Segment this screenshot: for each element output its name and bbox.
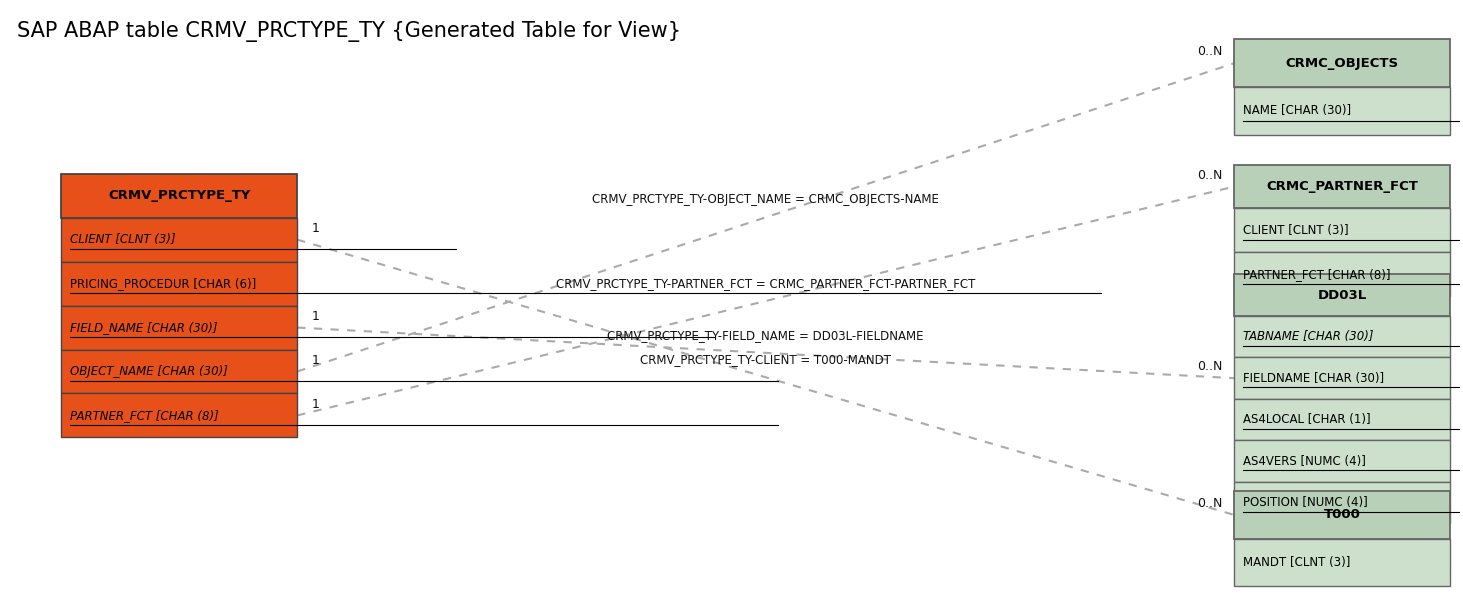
Text: CLIENT [CLNT (3)]: CLIENT [CLNT (3)] (70, 233, 176, 246)
Text: CRMV_PRCTYPE_TY-FIELD_NAME = DD03L-FIELDNAME: CRMV_PRCTYPE_TY-FIELD_NAME = DD03L-FIELD… (607, 329, 925, 342)
Text: PARTNER_FCT [CHAR (8)]: PARTNER_FCT [CHAR (8)] (70, 409, 218, 422)
FancyBboxPatch shape (1235, 87, 1450, 135)
Text: 0..N: 0..N (1197, 169, 1223, 182)
Text: PARTNER_FCT [CHAR (8)]: PARTNER_FCT [CHAR (8)] (1244, 268, 1390, 281)
FancyBboxPatch shape (1235, 539, 1450, 586)
FancyBboxPatch shape (61, 306, 297, 349)
Text: 0..N: 0..N (1197, 497, 1223, 510)
FancyBboxPatch shape (1235, 164, 1450, 208)
Text: CRMV_PRCTYPE_TY-CLIENT = T000-MANDT: CRMV_PRCTYPE_TY-CLIENT = T000-MANDT (641, 354, 891, 367)
Text: TABNAME [CHAR (30)]: TABNAME [CHAR (30)] (1244, 330, 1374, 343)
FancyBboxPatch shape (1235, 440, 1450, 482)
Text: CRMV_PRCTYPE_TY: CRMV_PRCTYPE_TY (108, 189, 250, 202)
FancyBboxPatch shape (61, 349, 297, 394)
Text: 0..N: 0..N (1197, 360, 1223, 373)
Text: AS4LOCAL [CHAR (1)]: AS4LOCAL [CHAR (1)] (1244, 413, 1371, 426)
FancyBboxPatch shape (1235, 274, 1450, 316)
Text: 0..N: 0..N (1197, 46, 1223, 59)
FancyBboxPatch shape (1235, 39, 1450, 87)
FancyBboxPatch shape (61, 394, 297, 437)
FancyBboxPatch shape (61, 262, 297, 306)
Text: 1: 1 (312, 222, 319, 235)
Text: AS4VERS [NUMC (4)]: AS4VERS [NUMC (4)] (1244, 455, 1366, 468)
Text: T000: T000 (1324, 508, 1361, 521)
Text: CRMV_PRCTYPE_TY-OBJECT_NAME = CRMC_OBJECTS-NAME: CRMV_PRCTYPE_TY-OBJECT_NAME = CRMC_OBJEC… (593, 193, 939, 206)
FancyBboxPatch shape (1235, 357, 1450, 399)
Text: CRMV_PRCTYPE_TY-PARTNER_FCT = CRMC_PARTNER_FCT-PARTNER_FCT: CRMV_PRCTYPE_TY-PARTNER_FCT = CRMC_PARTN… (556, 277, 976, 290)
Text: DD03L: DD03L (1318, 289, 1366, 302)
FancyBboxPatch shape (61, 174, 297, 217)
Text: CRMC_PARTNER_FCT: CRMC_PARTNER_FCT (1267, 180, 1418, 193)
FancyBboxPatch shape (1235, 482, 1450, 524)
Text: FIELDNAME [CHAR (30)]: FIELDNAME [CHAR (30)] (1244, 371, 1384, 385)
Text: SAP ABAP table CRMV_PRCTYPE_TY {Generated Table for View}: SAP ABAP table CRMV_PRCTYPE_TY {Generate… (18, 21, 682, 42)
Text: 1: 1 (312, 354, 319, 367)
Text: 1: 1 (312, 397, 319, 410)
FancyBboxPatch shape (61, 217, 297, 262)
Text: POSITION [NUMC (4)]: POSITION [NUMC (4)] (1244, 496, 1368, 509)
FancyBboxPatch shape (1235, 208, 1450, 253)
Text: MANDT [CLNT (3)]: MANDT [CLNT (3)] (1244, 556, 1350, 569)
Text: CLIENT [CLNT (3)]: CLIENT [CLNT (3)] (1244, 224, 1349, 237)
FancyBboxPatch shape (1235, 316, 1450, 357)
FancyBboxPatch shape (1235, 491, 1450, 539)
Text: OBJECT_NAME [CHAR (30)]: OBJECT_NAME [CHAR (30)] (70, 365, 228, 378)
Text: CRMC_OBJECTS: CRMC_OBJECTS (1286, 57, 1399, 70)
Text: 1: 1 (312, 310, 319, 323)
Text: PRICING_PROCEDUR [CHAR (6)]: PRICING_PROCEDUR [CHAR (6)] (70, 277, 256, 290)
FancyBboxPatch shape (1235, 399, 1450, 440)
FancyBboxPatch shape (1235, 253, 1450, 296)
Text: NAME [CHAR (30)]: NAME [CHAR (30)] (1244, 104, 1352, 117)
Text: FIELD_NAME [CHAR (30)]: FIELD_NAME [CHAR (30)] (70, 321, 218, 334)
